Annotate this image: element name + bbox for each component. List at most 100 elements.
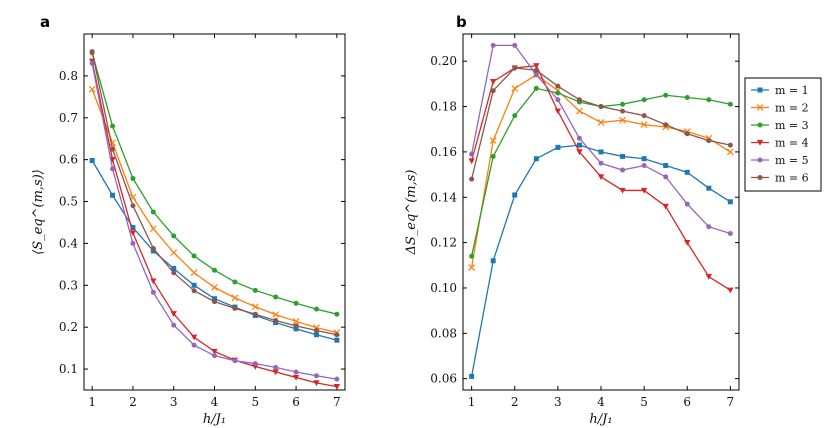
- data-point-m4: [170, 311, 177, 317]
- data-point-m1: [469, 373, 475, 379]
- data-point-m1: [555, 144, 561, 150]
- data-point-m5: [191, 342, 197, 348]
- legend-label-m4: m = 4: [775, 137, 809, 150]
- data-point-m5: [598, 160, 604, 166]
- y-tick-label: 0.7: [59, 111, 78, 125]
- data-point-m3: [512, 113, 518, 119]
- legend-swatch-marker: [757, 175, 763, 180]
- data-point-m3: [334, 311, 340, 317]
- data-point-m3: [252, 287, 258, 293]
- data-point-m6: [293, 323, 299, 329]
- data-point-m1: [110, 192, 116, 198]
- data-point-m6: [232, 305, 238, 311]
- data-point-m3: [191, 253, 197, 259]
- data-point-m5: [273, 364, 279, 370]
- data-point-m6: [555, 83, 561, 89]
- data-point-m6: [334, 332, 340, 338]
- data-point-m6: [469, 176, 475, 182]
- data-point-m3: [490, 153, 496, 159]
- data-point-m1: [576, 142, 582, 148]
- data-point-m5: [490, 42, 496, 48]
- data-point-m1: [89, 157, 95, 163]
- x-tick-label: 7: [727, 395, 735, 409]
- x-axis-label: h/J₁: [589, 412, 612, 427]
- data-point-m5: [727, 231, 733, 237]
- y-tick-label: 0.1: [59, 362, 78, 376]
- legend-swatch-marker: [757, 122, 763, 128]
- data-point-m3: [663, 92, 669, 98]
- legend-label-m2: m = 2: [775, 102, 809, 115]
- y-tick-label: 0.12: [430, 236, 457, 250]
- data-point-m4: [684, 240, 691, 246]
- data-point-m6: [490, 88, 496, 94]
- panel-letter-b: b: [456, 13, 467, 31]
- data-point-m5: [252, 361, 258, 367]
- data-point-m4: [640, 187, 648, 194]
- legend-swatch-marker: [756, 104, 764, 111]
- data-point-m4: [597, 174, 605, 181]
- chart-panel-a: 1 2 3 4 5 6 7 0.1 0.2 0.3 0.4 0.5 0.6 0.7 0.8 h/J₁ ⟨S_eq…: [31, 33, 346, 427]
- data-point-m2: [576, 107, 583, 115]
- data-point-m1: [130, 224, 136, 230]
- data-point-m3: [533, 85, 539, 91]
- data-point-m1: [641, 156, 647, 162]
- x-tick-label: 2: [511, 395, 519, 409]
- data-point-m4: [190, 334, 198, 341]
- y-axis-label: ΔS_eq^(m,s): [404, 170, 419, 256]
- data-point-m2: [726, 148, 734, 156]
- data-point-m3: [555, 90, 561, 96]
- legend-swatch-marker: [757, 87, 763, 93]
- y-tick-label: 0.08: [430, 326, 457, 340]
- data-point-m2: [597, 119, 605, 126]
- data-point-m4: [576, 149, 583, 156]
- data-point-m4: [313, 380, 320, 387]
- data-point-m1: [191, 282, 197, 288]
- x-tick-label: 3: [554, 395, 562, 409]
- data-point-m4: [211, 348, 218, 355]
- data-point-m3: [171, 233, 177, 239]
- data-point-m6: [130, 203, 136, 209]
- data-point-m4: [150, 278, 157, 285]
- data-point-m3: [727, 101, 733, 107]
- legend-label-m3: m = 3: [775, 119, 809, 132]
- data-point-m2: [272, 311, 280, 319]
- data-point-m5: [469, 151, 475, 157]
- x-tick-label: 5: [640, 395, 648, 409]
- data-point-m2: [511, 84, 519, 92]
- data-point-m1: [598, 149, 604, 155]
- data-point-m6: [641, 113, 647, 119]
- data-point-m2: [190, 269, 198, 277]
- x-tick-label: 6: [683, 395, 691, 409]
- data-point-m5: [663, 174, 669, 180]
- data-point-m6: [512, 65, 518, 71]
- data-point-m5: [706, 224, 712, 230]
- data-point-m1: [684, 169, 690, 175]
- panel-letter-a: a: [40, 13, 50, 31]
- series-line-m3: [470, 87, 731, 257]
- data-point-m4: [727, 287, 734, 294]
- data-point-m6: [620, 108, 626, 114]
- data-point-m1: [706, 185, 712, 191]
- data-point-m4: [554, 108, 562, 115]
- y-tick-label: 0.6: [59, 153, 78, 167]
- y-tick-label: 0.18: [430, 100, 457, 114]
- data-point-m3: [232, 279, 238, 285]
- data-point-m2: [149, 225, 157, 233]
- data-point-m4: [129, 230, 137, 237]
- y-tick-label: 0.4: [59, 236, 78, 250]
- data-point-m3: [620, 101, 626, 107]
- data-point-m4: [468, 158, 475, 165]
- data-point-m5: [212, 353, 217, 359]
- x-tick-label: 5: [251, 395, 259, 409]
- legend-label-m5: m = 5: [775, 154, 809, 167]
- data-point-m3: [110, 123, 116, 129]
- data-point-m5: [89, 60, 95, 66]
- data-point-m6: [110, 146, 116, 152]
- data-point-m2: [251, 303, 259, 311]
- data-point-m5: [684, 201, 690, 207]
- x-tick-label: 4: [597, 395, 605, 409]
- data-point-m5: [110, 166, 116, 172]
- data-point-m3: [313, 306, 319, 312]
- legend-label-m6: m = 6: [775, 172, 809, 185]
